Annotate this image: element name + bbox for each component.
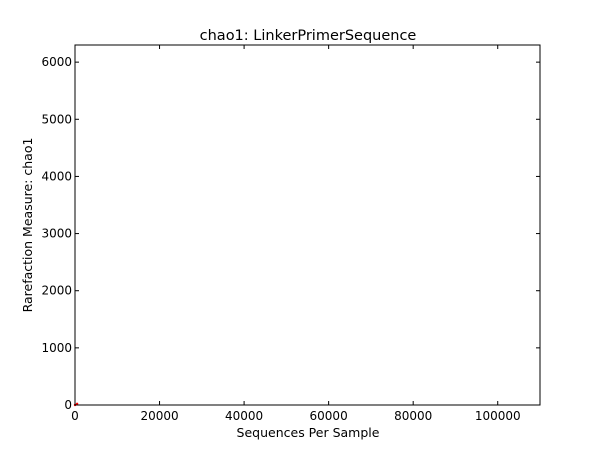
plot-area-frame — [74, 44, 541, 406]
y-tick-label: 5000 — [41, 112, 72, 126]
y-tick-label: 3000 — [41, 227, 72, 241]
data-point — [75, 402, 79, 406]
y-tick-label: 4000 — [41, 169, 72, 183]
chart-title: chao1: LinkerPrimerSequence — [200, 28, 417, 44]
y-tick-label: 1000 — [41, 341, 72, 355]
y-tick-label: 2000 — [41, 284, 72, 298]
y-tick-label: 6000 — [41, 55, 72, 69]
x-tick-label: 0 — [71, 409, 79, 423]
x-axis-ticks: 0 20000 40000 60000 80000 100000 — [71, 45, 521, 423]
x-tick-label: 80000 — [394, 409, 432, 423]
x-axis-label: Sequences Per Sample — [237, 425, 380, 440]
x-tick-label: 20000 — [140, 409, 178, 423]
x-tick-label: 60000 — [310, 409, 348, 423]
x-tick-label: 100000 — [475, 409, 521, 423]
y-axis-label: Rarefaction Measure: chao1 — [20, 138, 35, 313]
x-tick-label: 40000 — [225, 409, 263, 423]
y-axis-ticks: 0 1000 2000 3000 4000 5000 6000 — [41, 55, 540, 412]
y-tick-label: 0 — [64, 398, 72, 412]
